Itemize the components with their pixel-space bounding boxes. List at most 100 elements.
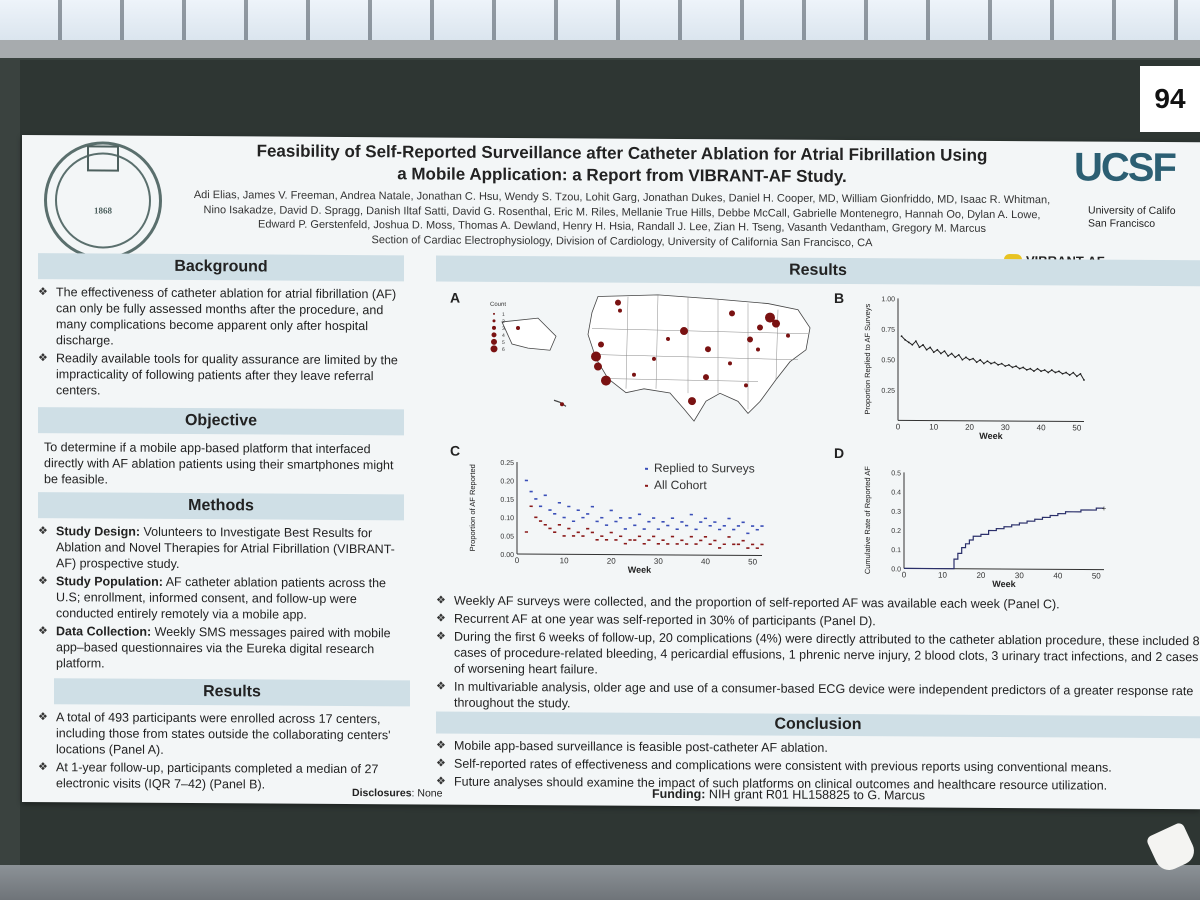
cohort-point	[529, 505, 533, 508]
cohort-point	[703, 535, 708, 538]
map-legend	[490, 312, 498, 353]
replied-point	[553, 512, 557, 515]
results-left-item-1: A total of 493 participants were enrolle…	[38, 709, 404, 759]
replied-point	[717, 528, 722, 531]
y-tick-label: 0.20	[500, 478, 514, 485]
replied-point	[619, 517, 623, 519]
replied-point	[534, 498, 538, 500]
cohort-point	[604, 539, 609, 541]
cohort-point	[656, 543, 660, 545]
map-point	[756, 347, 760, 352]
legend-label: 3	[502, 326, 505, 332]
legend-label: 2	[502, 319, 505, 325]
data-point	[922, 343, 924, 346]
x-tick-label: 40	[1037, 423, 1046, 432]
data-point	[990, 362, 992, 365]
cohort-point	[619, 535, 623, 538]
data-point	[1083, 379, 1085, 381]
cohort-point	[647, 539, 651, 541]
floor	[0, 865, 1200, 900]
cohort-point	[727, 536, 731, 538]
results-bullet-1: Weekly AF surveys were collected, and th…	[436, 593, 1200, 614]
data-point	[1022, 366, 1025, 369]
x-tick-label: 30	[654, 557, 663, 566]
map-point	[688, 397, 696, 406]
x-tick-label: 50	[748, 557, 757, 566]
legend-dot	[492, 319, 496, 323]
cohort-point	[732, 543, 736, 546]
y-tick-label: 1.00	[881, 296, 895, 303]
data-point	[1065, 371, 1068, 374]
legend-label: 4	[502, 333, 505, 339]
replied-point	[600, 516, 604, 519]
replied-point	[694, 528, 698, 531]
ucsf-name-line-1: University of Califo	[1088, 204, 1176, 218]
cohort-point	[633, 539, 637, 541]
replied-point	[576, 509, 580, 512]
methods-population: Study Population: AF catheter ablation p…	[38, 573, 404, 623]
x-tick-label: 50	[1072, 423, 1081, 432]
cohort-point	[538, 520, 543, 522]
y-tick-label: 0.50	[881, 357, 895, 364]
cohort-point	[717, 547, 722, 549]
y-tick-label: 0.15	[500, 497, 514, 504]
x-tick-label: 0	[515, 556, 520, 565]
us-mainland-outline	[587, 294, 811, 422]
cohort-point	[699, 539, 703, 542]
cohort-point	[600, 535, 604, 537]
legend-dot	[490, 345, 498, 353]
results-right-bullets: Weekly AF surveys were collected, and th…	[436, 593, 1200, 718]
replied-point	[670, 517, 675, 519]
y-tick-label: 0.00	[500, 552, 514, 559]
data-point	[1011, 366, 1014, 369]
map-point	[560, 402, 564, 407]
y-tick-label: 0.25	[500, 460, 514, 467]
replied-point	[750, 525, 755, 527]
map-points	[516, 299, 790, 407]
results-left-item-2: At 1-year follow-up, participants comple…	[38, 759, 404, 793]
data-point	[911, 343, 914, 346]
data-point	[1000, 362, 1003, 365]
x-tick-label: 20	[965, 423, 974, 432]
data-point	[1033, 370, 1035, 373]
map-point	[615, 299, 621, 306]
background-item-2: Readily available tools for quality assu…	[38, 350, 404, 400]
map-point	[705, 346, 711, 353]
map-point	[598, 341, 604, 348]
map-legend-labels: 1 2 3 4 5 6	[502, 312, 505, 353]
x-tick-label: 10	[938, 571, 947, 580]
x-tick-label: 10	[929, 423, 938, 432]
background-item-1: The effectiveness of catheter ablation f…	[38, 284, 404, 350]
data-point	[1050, 369, 1053, 371]
replied-point	[562, 516, 566, 519]
x-axis-label: Week	[992, 579, 1016, 589]
state-grid	[591, 294, 809, 410]
replied-point	[628, 517, 632, 519]
map-point	[652, 356, 656, 361]
replied-point	[760, 525, 764, 527]
y-tick-label: 0.10	[500, 515, 514, 522]
data-point	[1015, 365, 1017, 368]
board-number: 94	[1140, 66, 1200, 132]
legend-dot	[492, 325, 496, 330]
conclusion-heading: Conclusion	[436, 711, 1200, 739]
data-point	[1025, 368, 1028, 371]
chart-panel-b: 0 10 20 30 40 50 0.25 0.50 0.75 1.00 Week Proportio…	[863, 296, 1085, 441]
map-point	[744, 383, 748, 388]
data-point	[940, 352, 942, 355]
legend-swatch	[645, 467, 648, 470]
funding-text: NIH grant R01 HL158825 to G. Marcus	[705, 787, 926, 803]
replied-point	[755, 528, 759, 531]
legend-label: 5	[502, 340, 505, 346]
replied-point	[708, 524, 712, 527]
population-label: Study Population:	[56, 574, 163, 589]
replied-point	[727, 517, 731, 520]
cohort-point	[708, 543, 712, 545]
data-point	[975, 361, 978, 364]
map-point	[703, 374, 709, 381]
legend-dot	[491, 338, 497, 345]
panel-b-label: B	[834, 289, 845, 307]
cohort-point	[661, 539, 665, 542]
replied-point	[543, 494, 547, 497]
cohort-point	[543, 523, 547, 526]
